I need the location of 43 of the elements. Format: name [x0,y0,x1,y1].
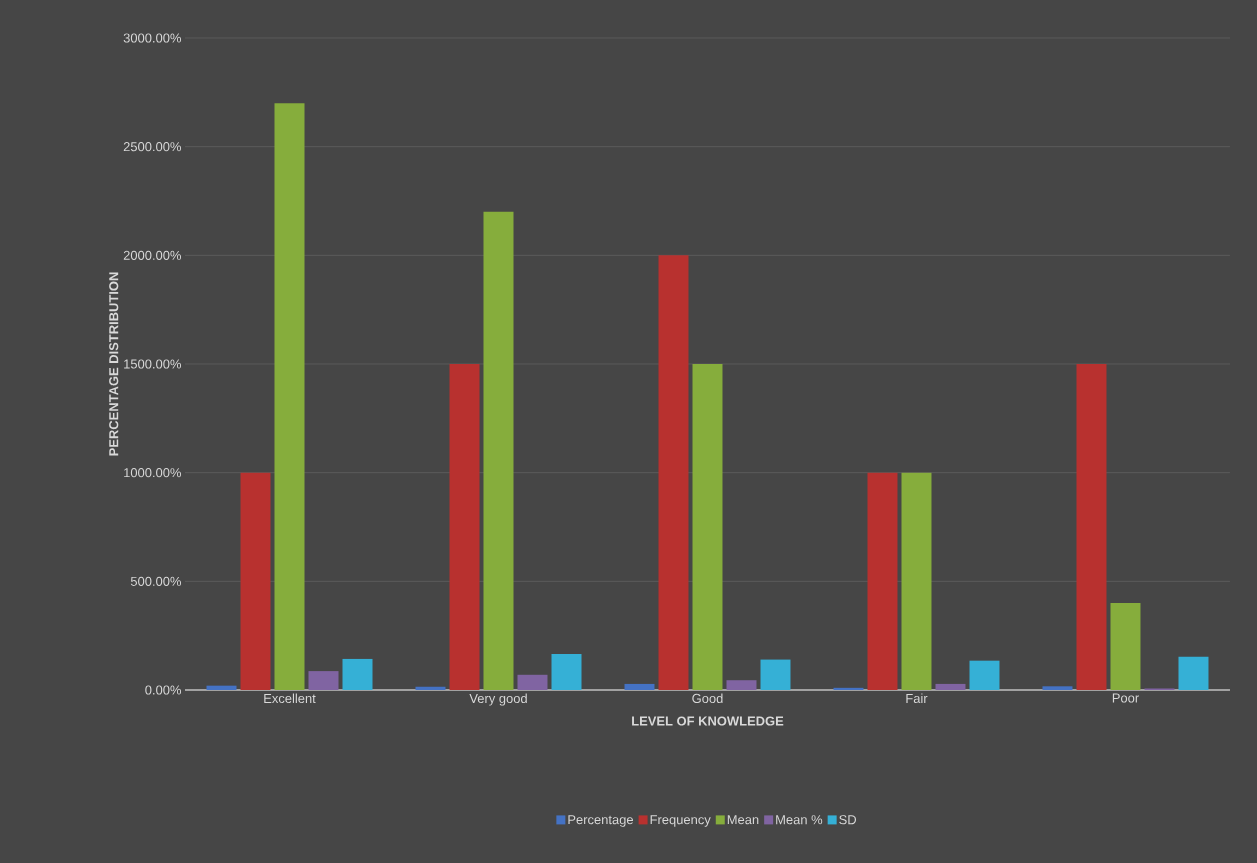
y-tick-label: 1500.00% [124,359,182,369]
bar [1076,364,1107,690]
y-tick-label: 2500.00% [123,142,182,152]
legend-label: Frequency [650,815,711,827]
y-tick-label: 2000.00% [123,250,182,260]
bar [342,658,373,690]
legend-label: SD [839,815,857,825]
x-tick-label: Good [692,693,723,704]
y-tick-label: 500.00% [130,576,182,586]
bar [483,211,514,690]
x-tick-label: Poor [1112,693,1139,703]
legend-label: Percentage [568,815,634,827]
legend-label: Mean [727,815,759,825]
x-tick-label: Excellent [264,693,316,704]
y-tick-label: 0.00% [145,685,182,695]
y-tick-label: 3000.00% [123,33,182,43]
bar [1110,603,1141,690]
y-axis-title: PERCENTAGE DISTRIBUTION [109,272,119,456]
bar [1178,656,1209,690]
bar [449,364,480,690]
bar [1042,686,1073,690]
bar [206,685,237,690]
bar [833,687,864,690]
legend-label: Mean % [776,815,823,825]
bar [726,680,757,690]
bar [760,659,791,690]
bar [901,472,932,690]
bar [517,674,548,690]
bar [240,472,271,690]
bar [658,255,689,690]
bar [274,103,305,690]
bar [308,671,339,690]
x-tick-label: Fair [906,693,928,704]
x-axis-title: LEVEL OF KNOWLEDGE [632,716,784,726]
bar [551,653,582,690]
bar [415,686,446,690]
bar [969,660,1000,690]
bar [867,472,898,690]
x-tick-label: Very good [469,693,527,706]
y-tick-label: 1000.00% [124,468,182,478]
bar [935,683,966,690]
bar [692,364,723,690]
bar [624,683,655,690]
